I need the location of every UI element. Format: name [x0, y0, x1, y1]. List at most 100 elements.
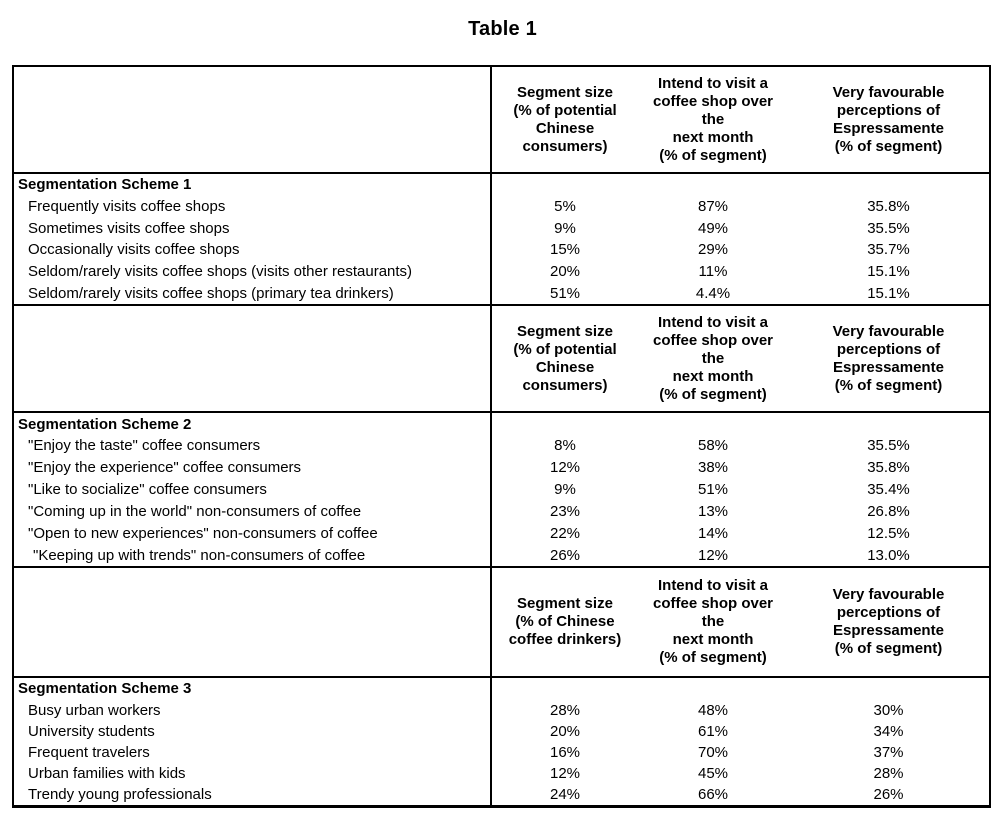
segment-size-value: 24%: [549, 786, 581, 804]
intend-value: 11%: [698, 263, 728, 281]
intend-value: 45%: [697, 765, 729, 783]
row-label: "Open to new experiences" non-consumers …: [14, 522, 492, 545]
row-label: "Enjoy the taste" coffee consumers: [14, 435, 492, 457]
perceptions-value: 35.7%: [867, 241, 910, 259]
row-label: Frequently visits coffee shops: [14, 195, 492, 218]
column-header-intend: Intend to visit a coffee shop over the n…: [652, 577, 774, 667]
header-block-2: Segment size (% of potential Chinese con…: [14, 304, 989, 412]
segment-size-value: 12%: [549, 765, 581, 783]
perceptions-value: 26.8%: [867, 503, 910, 521]
perceptions-value: 34%: [873, 722, 904, 740]
intend-value: 48%: [697, 701, 729, 719]
intend-value: 58%: [697, 437, 729, 455]
segmentation-table: Segment size (% of potential Chinese con…: [12, 65, 991, 809]
perceptions-value: 12.5%: [867, 525, 910, 543]
intend-value: 14%: [697, 525, 729, 543]
intend-value: 87%: [697, 198, 729, 216]
intend-value: 4.4%: [695, 284, 731, 302]
segment-size-value: 9%: [554, 219, 576, 237]
column-header-intend: Intend to visit a coffee shop over the n…: [652, 74, 774, 164]
table-row: Seldom/rarely visits coffee shops (visit…: [14, 260, 989, 283]
table-row: Urban families with kids 12% 45% 28%: [14, 763, 989, 785]
header-block-3: Segment size (% of Chinese coffee drinke…: [14, 566, 989, 677]
row-label: Seldom/rarely visits coffee shops (prima…: [14, 282, 492, 305]
section-title-row: Segmentation Scheme 2: [14, 413, 989, 436]
row-label: Trendy young professionals: [14, 784, 492, 806]
segment-size-value: 22%: [549, 525, 581, 543]
segment-size-value: 12%: [549, 459, 581, 477]
section-title: Segmentation Scheme 2: [14, 413, 492, 436]
segment-size-value: 20%: [549, 263, 581, 281]
perceptions-value: 28%: [873, 765, 904, 783]
row-label: University students: [14, 720, 492, 742]
perceptions-value: 15.1%: [867, 263, 910, 281]
table-row: Occasionally visits coffee shops 15% 29%…: [14, 239, 989, 261]
column-header-segment-size: Segment size (% of Chinese coffee drinke…: [508, 595, 622, 649]
section-scheme-2: Segmentation Scheme 2 "Enjoy the taste" …: [14, 411, 989, 567]
segment-size-value: 26%: [549, 546, 581, 564]
intend-value: 51%: [697, 481, 729, 499]
perceptions-value: 26%: [873, 786, 904, 804]
row-label: Occasionally visits coffee shops: [14, 239, 492, 261]
segment-size-value: 51%: [549, 284, 581, 302]
table-row: "Coming up in the world" non-consumers o…: [14, 500, 989, 523]
document-title: Table 1: [468, 18, 537, 40]
perceptions-value: 37%: [873, 744, 904, 762]
row-label: Sometimes visits coffee shops: [14, 217, 492, 240]
segment-size-value: 15%: [549, 241, 581, 259]
intend-value: 49%: [697, 219, 729, 237]
perceptions-value: 35.5%: [867, 437, 910, 455]
perceptions-value: 13.0%: [867, 546, 910, 564]
column-header-perceptions: Very favourable perceptions of Espressam…: [832, 322, 945, 394]
section-title-row: Segmentation Scheme 3: [14, 678, 989, 700]
column-header-perceptions: Very favourable perceptions of Espressam…: [832, 83, 945, 155]
row-label: Urban families with kids: [14, 763, 492, 785]
table-row: Busy urban workers 28% 48% 30%: [14, 699, 989, 721]
row-label: Seldom/rarely visits coffee shops (visit…: [14, 260, 492, 283]
segment-size-value: 20%: [549, 722, 581, 740]
table-row: Sometimes visits coffee shops 9% 49% 35.…: [14, 217, 989, 240]
table-row: "Like to socialize" coffee consumers 9% …: [14, 478, 989, 501]
intend-value: 12%: [697, 546, 729, 564]
perceptions-value: 30%: [873, 701, 904, 719]
section-scheme-3: Segmentation Scheme 3 Busy urban workers…: [14, 676, 989, 806]
column-header-intend: Intend to visit a coffee shop over the n…: [652, 313, 774, 403]
table-row: "Enjoy the experience" coffee consumers …: [14, 456, 989, 479]
table-row: "Open to new experiences" non-consumers …: [14, 522, 989, 545]
column-header-perceptions: Very favourable perceptions of Espressam…: [832, 586, 945, 658]
table-row: University students 20% 61% 34%: [14, 720, 989, 742]
segment-size-value: 16%: [549, 744, 581, 762]
intend-value: 38%: [697, 459, 729, 477]
perceptions-value: 35.5%: [867, 219, 910, 237]
row-label: Busy urban workers: [14, 699, 492, 721]
intend-value: 13%: [697, 503, 729, 521]
perceptions-value: 35.8%: [867, 459, 910, 477]
table-row: "Keeping up with trends" non-consumers o…: [14, 544, 989, 567]
intend-value: 29%: [697, 241, 729, 259]
column-header-segment-size: Segment size (% of potential Chinese con…: [513, 322, 617, 394]
intend-value: 70%: [697, 744, 729, 762]
table-row: Trendy young professionals 24% 66% 26%: [14, 784, 989, 806]
segment-size-value: 9%: [554, 481, 576, 499]
section-title: Segmentation Scheme 1: [14, 174, 492, 196]
section-title-row: Segmentation Scheme 1: [14, 174, 989, 196]
column-header-segment-size: Segment size (% of potential Chinese con…: [513, 83, 617, 155]
segment-size-value: 23%: [549, 503, 581, 521]
header-empty-cell: [14, 568, 492, 677]
row-label: Frequent travelers: [14, 741, 492, 764]
row-label: "Like to socialize" coffee consumers: [14, 478, 492, 501]
perceptions-value: 15.1%: [867, 284, 910, 302]
header-empty-cell: [14, 67, 492, 172]
segment-size-value: 5%: [554, 198, 576, 216]
section-title: Segmentation Scheme 3: [14, 678, 492, 700]
table-row: Seldom/rarely visits coffee shops (prima…: [14, 282, 989, 305]
intend-value: 61%: [697, 722, 729, 740]
row-label: "Enjoy the experience" coffee consumers: [14, 456, 492, 479]
table-row: Frequently visits coffee shops 5% 87% 35…: [14, 195, 989, 218]
table-row: Frequent travelers 16% 70% 37%: [14, 741, 989, 764]
perceptions-value: 35.8%: [867, 198, 910, 216]
table-row: "Enjoy the taste" coffee consumers 8% 58…: [14, 435, 989, 457]
perceptions-value: 35.4%: [867, 481, 910, 499]
segment-size-value: 8%: [554, 437, 576, 455]
